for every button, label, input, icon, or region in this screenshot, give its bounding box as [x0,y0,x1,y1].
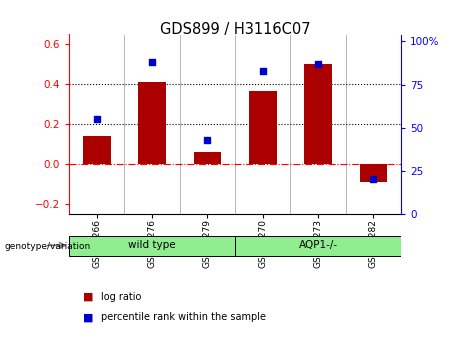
Text: ■: ■ [83,313,94,322]
Text: log ratio: log ratio [101,292,142,302]
Bar [83,136,111,164]
Point [314,61,322,67]
Text: genotype/variation: genotype/variation [5,242,91,251]
Text: wild type: wild type [128,240,176,250]
Bar [69,236,235,256]
Point [370,177,377,182]
Bar [360,164,387,182]
Text: GDS899 / H3116C07: GDS899 / H3116C07 [160,22,310,37]
Point [259,68,266,73]
Bar [249,91,277,164]
Point [204,137,211,142]
Text: ■: ■ [83,292,94,302]
Bar [235,236,401,256]
Point [93,116,100,122]
Text: percentile rank within the sample: percentile rank within the sample [101,313,266,322]
Point [148,59,156,65]
Bar [304,65,332,164]
Bar [194,152,221,164]
Text: AQP1-/-: AQP1-/- [299,240,337,250]
Bar [138,82,166,164]
